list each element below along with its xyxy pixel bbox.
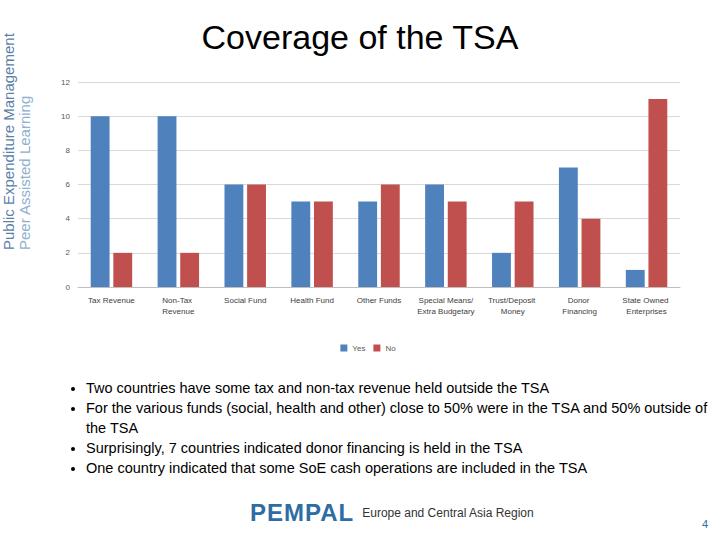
svg-text:Public Expenditure Management: Public Expenditure Management — [0, 32, 17, 250]
svg-text:Health Fund: Health Fund — [290, 296, 334, 305]
svg-text:Special Means/: Special Means/ — [419, 296, 474, 305]
svg-text:Social Fund: Social Fund — [224, 296, 266, 305]
svg-text:0: 0 — [66, 283, 71, 292]
svg-text:Trust/Deposit: Trust/Deposit — [488, 296, 538, 305]
svg-text:Enterprises: Enterprises — [626, 307, 666, 316]
svg-text:Non-Tax: Non-Tax — [162, 296, 194, 305]
html-text:One country indicated that som: One country indicated that some SoE cash… — [86, 460, 588, 476]
svg-text:Tax Revenue: Tax Revenue — [88, 296, 135, 305]
html-text:PEMPAL Europe and Central Asia: PEMPAL Europe and Central Asia Region — [250, 499, 534, 526]
html-text:Surprisingly, 7 countries indi: Surprisingly, 7 countries indicated dono… — [86, 440, 523, 456]
html-text:Two countries have some tax an: Two countries have some tax and non-tax … — [86, 380, 550, 396]
svg-text:12: 12 — [61, 78, 70, 87]
svg-text:State Owned: State Owned — [622, 296, 670, 305]
html-text:4: 4 — [701, 518, 708, 530]
svg-text:Peer Assisted Learning: Peer Assisted Learning — [16, 96, 33, 250]
svg-text:Revenue: Revenue — [162, 307, 195, 316]
svg-text:No: No — [385, 344, 396, 353]
svg-text:Yes: Yes — [352, 344, 365, 353]
html-text:For the various funds (social,: For the various funds (social, health an… — [86, 400, 708, 436]
html-text:Coverage of the TSA: Coverage of the TSA — [201, 18, 519, 56]
svg-text:6: 6 — [66, 180, 71, 189]
svg-text:Extra Budgetary: Extra Budgetary — [417, 307, 474, 316]
svg-text:Other Funds: Other Funds — [357, 296, 401, 305]
svg-text:8: 8 — [66, 146, 71, 155]
svg-text:2: 2 — [66, 248, 71, 257]
svg-text:4: 4 — [66, 214, 71, 223]
svg-text:10: 10 — [61, 112, 70, 121]
svg-text:Donor: Donor — [568, 296, 592, 305]
svg-text:Financing: Financing — [562, 307, 597, 316]
svg-text:Money: Money — [501, 307, 525, 316]
